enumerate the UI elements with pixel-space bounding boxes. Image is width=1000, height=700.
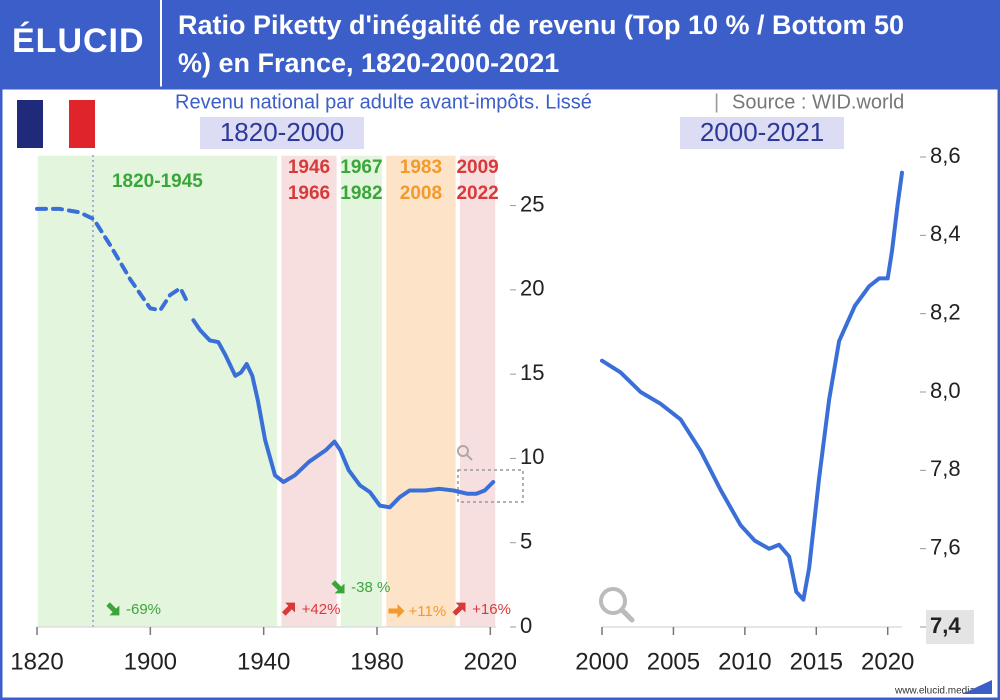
- data-line: [35, 206, 189, 313]
- change-label: +16%: [472, 601, 511, 618]
- y-tick-label-box: [926, 610, 974, 644]
- x-tick-label: 1900: [124, 648, 177, 675]
- period-label: 1820-1945: [112, 171, 203, 192]
- flag: [17, 100, 95, 148]
- period-shade: [339, 154, 384, 628]
- flag-red: [69, 100, 95, 148]
- zoom-icon-handle: [619, 607, 635, 623]
- x-tick-label: 1940: [237, 648, 290, 675]
- y-tick-label: 20: [520, 276, 544, 301]
- subtitle: Revenu national par adulte avant-impôts.…: [175, 91, 592, 113]
- period-start: 2009: [456, 157, 498, 178]
- y-tick-label: 8,0: [930, 378, 961, 403]
- data-line: [600, 170, 904, 602]
- flag-blue: [17, 100, 43, 148]
- zoom-icon-handle: [466, 454, 473, 461]
- y-tick-label: 8,2: [930, 299, 961, 324]
- footer-mark: [962, 680, 992, 694]
- y-tick-label: 5: [520, 529, 532, 554]
- frame: [0, 86, 1000, 700]
- period-shade: [279, 154, 339, 628]
- change-arrow: [452, 602, 466, 616]
- y-tick-label: 25: [520, 191, 544, 216]
- change-label: +42%: [302, 601, 341, 618]
- panel-title-box: [200, 117, 364, 149]
- footer: www.elucid.media: [894, 686, 975, 697]
- y-tick-label: 0: [520, 613, 532, 638]
- change-label: +11%: [409, 603, 447, 620]
- change-label: -38 %: [351, 579, 390, 596]
- flag-white: [43, 100, 69, 148]
- panel-title: 2000-2021: [700, 117, 824, 147]
- period-end: 1982: [340, 183, 382, 204]
- period-shade: [458, 154, 497, 628]
- y-tick-label: 10: [520, 444, 544, 469]
- period-end: 1966: [288, 183, 330, 204]
- change-arrow: [331, 580, 345, 594]
- change-arrow: [388, 604, 405, 618]
- x-tick-label: 2020: [464, 648, 517, 675]
- change-label: -69%: [126, 601, 161, 618]
- y-tick-label: 8,6: [930, 143, 961, 168]
- y-tick-label: 7,8: [930, 456, 961, 481]
- divider: [160, 0, 162, 88]
- logo: ÉLUCID: [12, 22, 145, 60]
- zoom-box: [457, 469, 524, 503]
- y-tick-label: 8,4: [930, 221, 961, 246]
- x-tick-label: 1980: [350, 648, 403, 675]
- y-tick-label: 15: [520, 360, 544, 385]
- zoom-icon: [599, 587, 627, 615]
- x-tick-label: 2015: [790, 648, 843, 675]
- change-arrow: [281, 602, 296, 616]
- period-start: 1983: [400, 157, 442, 178]
- x-tick-label: 2005: [647, 648, 700, 675]
- period-end: 2008: [400, 183, 442, 204]
- x-tick-label: 1820: [10, 648, 63, 675]
- panel-title-box: [680, 117, 844, 149]
- header: ÉLUCID Ratio Piketty d'inégalité de reve…: [0, 0, 1000, 88]
- title: Ratio Piketty d'inégalité de revenu (Top…: [178, 10, 905, 78]
- data-line: [191, 318, 496, 510]
- zoom-icon: [457, 445, 469, 457]
- change-arrow: [106, 602, 120, 616]
- source: Source : WID.world: [732, 91, 904, 113]
- panel-title: 1820-2000: [220, 117, 344, 147]
- period-shade: [384, 154, 458, 628]
- x-tick-label: 2000: [575, 648, 628, 675]
- period-start: 1946: [288, 157, 330, 178]
- y-tick-label: 7,4: [930, 613, 961, 638]
- period-shade: [36, 154, 279, 628]
- period-start: 1967: [340, 157, 382, 178]
- period-end: 2022: [456, 183, 498, 204]
- y-tick-label: 7,6: [930, 534, 961, 559]
- separator: |: [714, 91, 719, 113]
- x-tick-label: 2010: [718, 648, 771, 675]
- x-tick-label: 2020: [861, 648, 914, 675]
